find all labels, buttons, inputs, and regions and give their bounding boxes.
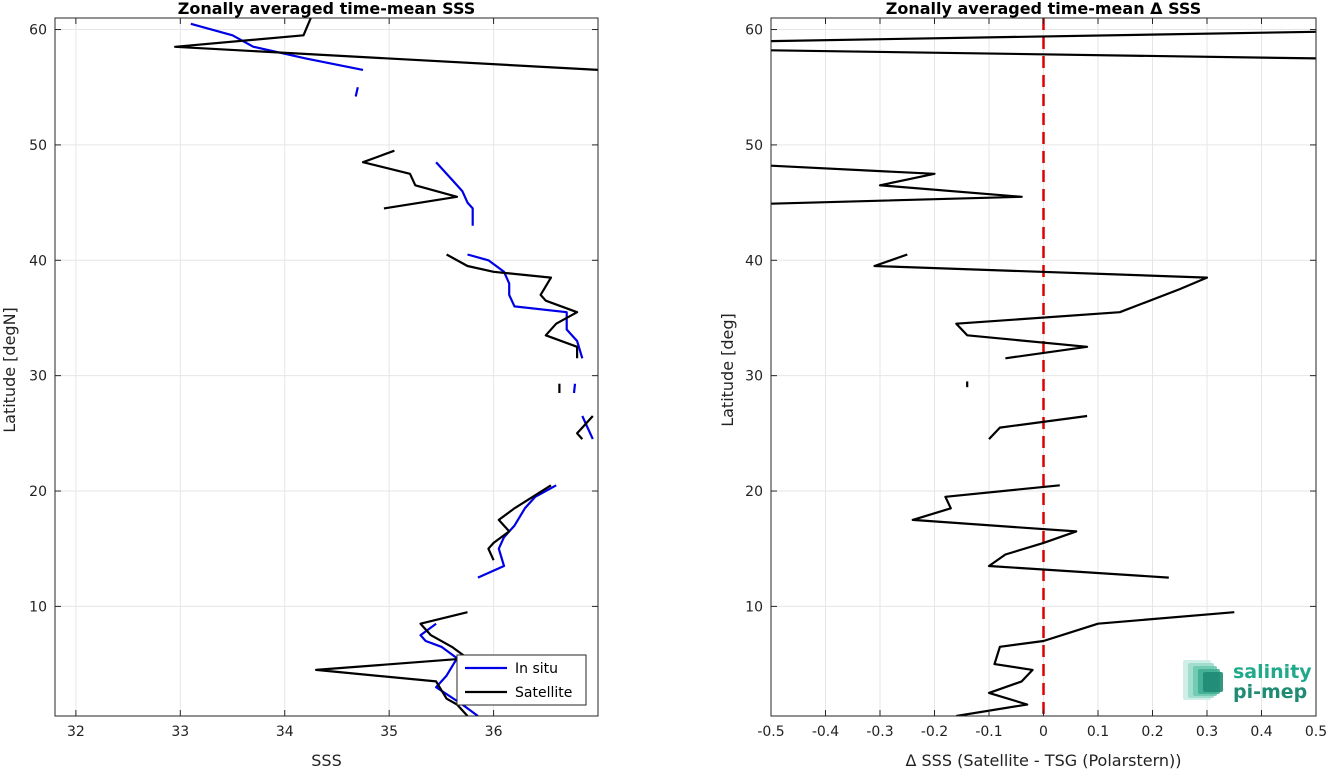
x-tick-label: -0.5	[757, 724, 784, 740]
y-tick-label: 40	[745, 253, 763, 269]
x-axis-label: Δ SSS (Satellite - TSG (Polarstern))	[905, 751, 1181, 769]
y-tick-label: 60	[29, 23, 47, 39]
legend: In situ Satellite	[456, 654, 587, 706]
y-tick-label: 60	[745, 23, 763, 39]
y-tick-label: 50	[29, 138, 47, 154]
satellite-line-segment	[446, 253, 579, 359]
y-tick-label: 10	[29, 599, 47, 615]
legend-box	[456, 654, 587, 706]
satellite-line-segment	[575, 415, 594, 440]
chart-title: Zonally averaged time-mean SSS	[178, 0, 476, 18]
chart-title: Zonally averaged time-mean Δ SSS	[886, 0, 1202, 18]
series-lines	[771, 30, 1316, 716]
in-situ-line-segment	[467, 253, 584, 359]
plot-area	[55, 18, 598, 716]
satellite-line-segment	[315, 611, 469, 716]
x-tick-label: -0.1	[975, 724, 1002, 740]
x-tick-label: -0.3	[866, 724, 893, 740]
in-situ-line-segment	[190, 22, 364, 71]
in-situ-line-segment	[435, 161, 474, 226]
delta-sss-panel: -0.5 -0.4 -0.3 -0.2 -0.1 0 0.1 0.2 0.3 0.4 0.5 10 20…	[718, 0, 1327, 769]
legend-entry-label: In situ	[515, 661, 558, 677]
satellite-line-segment	[174, 18, 598, 71]
x-tick-label: -0.4	[812, 724, 839, 740]
x-axis-label: SSS	[311, 751, 341, 769]
y-axis-label: Latitude [degN]	[0, 307, 19, 433]
x-tick-label: -0.2	[921, 724, 948, 740]
y-axis-label: Latitude [deg]	[718, 313, 737, 427]
y-tick-label: 50	[745, 138, 763, 154]
logo-text-salinity: salinity	[1233, 661, 1312, 683]
x-tick-label: 0.1	[1087, 724, 1109, 740]
x-tick-label: 0.3	[1196, 724, 1218, 740]
y-tick-label: 30	[29, 369, 47, 385]
series-0-line-segment	[771, 49, 1316, 60]
satellite-line-segment	[361, 149, 459, 210]
x-tick-label: 32	[67, 724, 85, 740]
axes-box	[54, 17, 599, 717]
y-tick-label: 20	[745, 484, 763, 500]
x-tick-label: 0.5	[1305, 724, 1327, 740]
x-tick-label: 35	[380, 724, 398, 740]
sss-panel: 32 33 34 35 36 10 20 30 40 50 60 Zonally averaged t…	[0, 0, 599, 769]
legend-entry-label: Satellite	[515, 685, 572, 701]
x-tick-label: 0	[1039, 724, 1048, 740]
x-tick-label: 0.4	[1250, 724, 1272, 740]
logo-wave-shape	[1203, 672, 1223, 692]
series-0-line-segment	[873, 253, 1209, 360]
in-situ-line-segment	[572, 383, 577, 394]
series-0-line-segment	[956, 611, 1235, 716]
y-tick-label: 30	[745, 369, 763, 385]
series-lines	[174, 18, 598, 716]
y-tick-label: 40	[29, 253, 47, 269]
in-situ-line-segment	[581, 415, 594, 440]
in-situ-line-segment	[354, 86, 359, 97]
x-tick-label: 0.2	[1141, 724, 1163, 740]
x-tick-label: 34	[276, 724, 294, 740]
satellite-line-segment	[487, 484, 552, 561]
series-0-line-segment	[911, 484, 1169, 579]
series-0-line-segment	[771, 30, 1316, 43]
x-tick-label: 33	[171, 724, 189, 740]
series-0-line-segment	[988, 414, 1088, 440]
logo-text-pi-mep: pi-mep	[1233, 681, 1307, 703]
series-0-line-segment	[771, 164, 1023, 205]
y-tick-label: 20	[29, 484, 47, 500]
x-tick-label: 36	[485, 724, 503, 740]
y-tick-label: 10	[745, 599, 763, 615]
